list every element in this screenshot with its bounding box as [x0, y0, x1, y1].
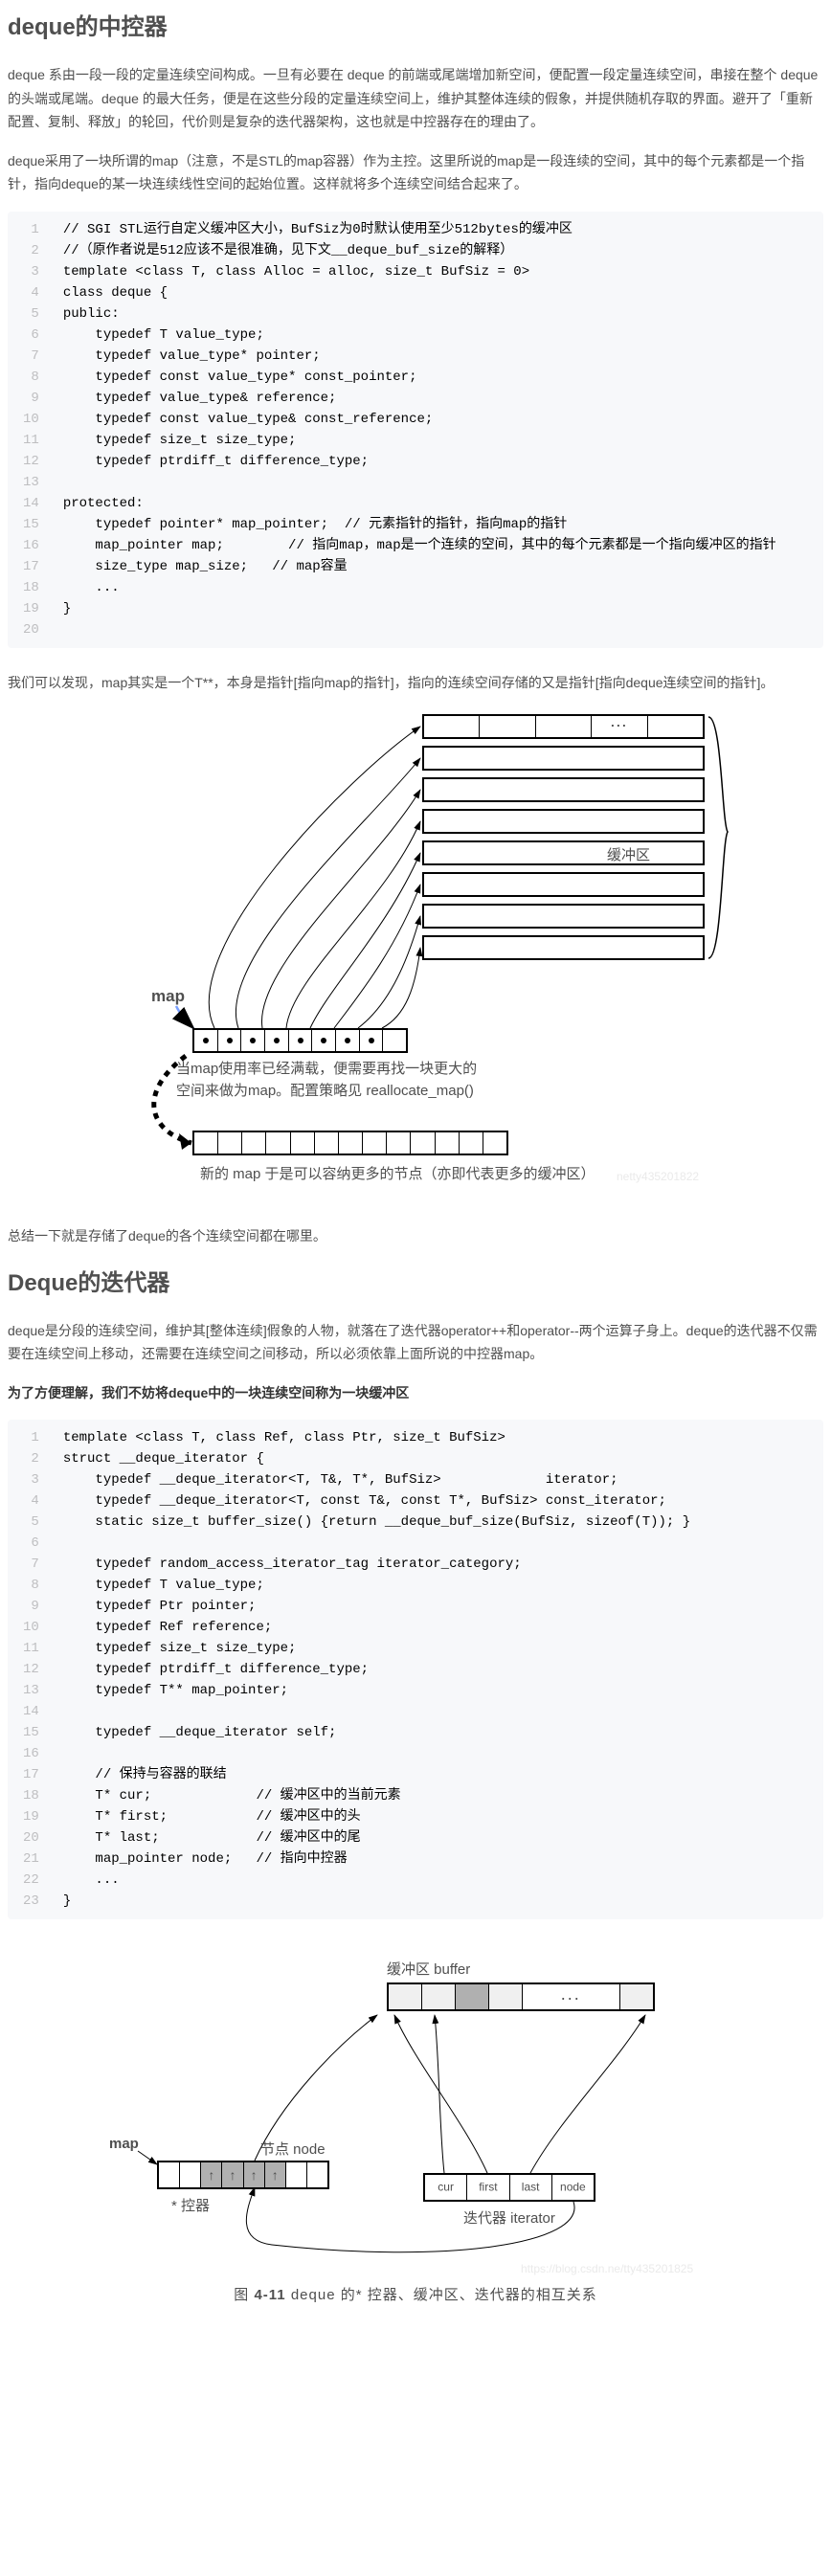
code-block-1: 1 2 3 4 5 6 7 8 9 10 11 12 13 14 15 16 1…	[8, 212, 823, 648]
node-label: 节点 node	[260, 2138, 326, 2162]
heading-controller: deque的中控器	[8, 8, 823, 48]
para-summary-1: 总结一下就是存储了deque的各个连续空间都在哪里。	[8, 1224, 823, 1248]
controller-label: * 控器	[171, 2194, 210, 2219]
para-controller-2: deque采用了一块所谓的map（注意，不是STL的map容器）作为主控。这里所…	[8, 149, 823, 196]
watermark-2: https://blog.csdn.ne/tty435201825	[521, 2259, 693, 2279]
iterator-label: 迭代器 iterator	[463, 2206, 555, 2231]
buffer-label: 缓冲区 buffer	[387, 1958, 470, 1982]
newmap-annot: 新的 map 于是可以容纳更多的节点（亦即代表更多的缓冲区）	[200, 1164, 595, 1186]
para-controller-1: deque 系由一段一段的定量连续空间构成。一旦有必要在 deque 的前端或尾…	[8, 63, 823, 134]
para-after-code1: 我们可以发现，map其实是一个T**，本身是指针[指向map的指针]，指向的连续…	[8, 671, 823, 695]
code-block-2: 1 2 3 4 5 6 7 8 9 10 11 12 13 14 15 16 1…	[8, 1420, 823, 1919]
map-label-1: map	[151, 982, 185, 1011]
para-iterator-1: deque是分段的连续空间，维护其[整体连续]假象的人物，就落在了迭代器oper…	[8, 1319, 823, 1366]
heading-iterator: Deque的迭代器	[8, 1264, 823, 1304]
diagram-iterator: 缓冲区 buffer ... map 节点 node * 控器 cur firs…	[109, 1958, 722, 2274]
watermark-1: netty435201822	[617, 1167, 699, 1187]
reallocate-annot: 当map使用率已经满载，便需要再找一块更大的 空间来做为map。配置策略见 re…	[176, 1059, 477, 1102]
code-1-src: // SGI STL运行自定义缓冲区大小，BufSiz为0时默认使用至少512b…	[52, 212, 823, 648]
code-2-src: template <class T, class Ref, class Ptr,…	[52, 1420, 823, 1919]
diagram-map-buffers: ⋯ 缓冲区 map 当map使用率已经满载，便需要再找一块更大的 空间来做为ma…	[100, 709, 731, 1207]
para-iterator-bold: 为了方便理解，我们不妨将deque中的一块连续空间称为一块缓冲区	[8, 1381, 823, 1405]
figure-caption: 图 4-11 deque 的* 控器、缓冲区、迭代器的相互关系	[8, 2283, 823, 2308]
buffer-zone-label: 缓冲区	[607, 843, 650, 868]
map-label-2: map	[109, 2132, 139, 2157]
